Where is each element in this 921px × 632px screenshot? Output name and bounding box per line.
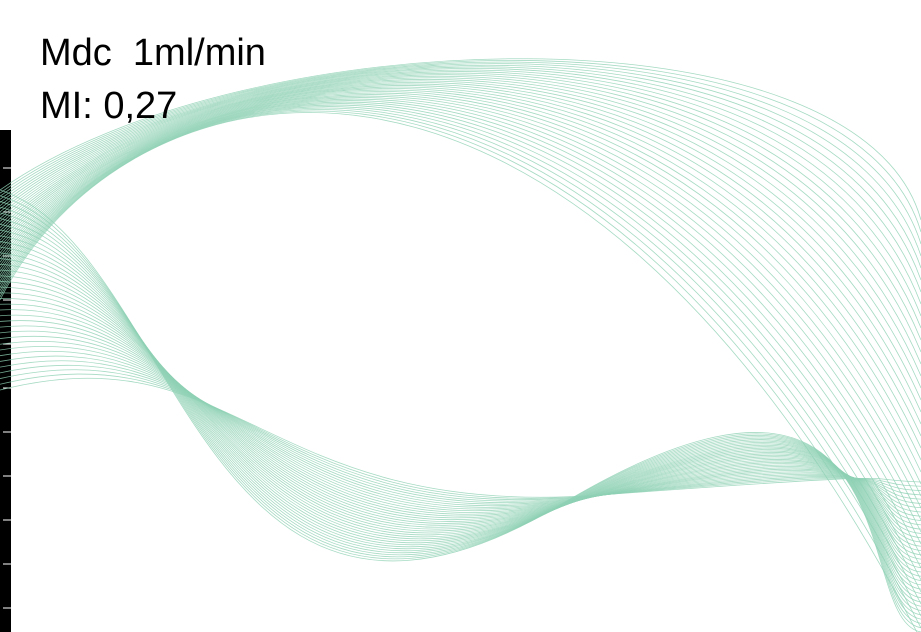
wave-line (0, 246, 921, 590)
wave-line (0, 77, 921, 365)
wave-line (0, 98, 921, 533)
wave-line (0, 341, 921, 517)
wave-line (0, 104, 921, 581)
wave-line (0, 314, 921, 539)
wave-line (0, 235, 921, 599)
wave-line (0, 373, 921, 499)
wave-line (0, 106, 921, 593)
wave-line (0, 107, 921, 605)
wave-line (0, 320, 921, 534)
wave-line (0, 58, 921, 221)
wave-line (0, 82, 921, 401)
wave-line (0, 69, 921, 305)
wave-line (0, 298, 921, 551)
wave-line (0, 91, 921, 473)
wave-line (0, 110, 921, 629)
text-line: Mdc 1ml/min (40, 32, 266, 74)
wave-line (0, 92, 921, 485)
wave-line (0, 212, 921, 616)
wave-line (0, 79, 921, 377)
left-bar (0, 130, 11, 632)
wave-line (0, 61, 921, 245)
wave-line (0, 292, 921, 556)
wave-line (0, 60, 921, 233)
wave-line (0, 201, 921, 624)
wave-line (0, 364, 921, 502)
wave-line (0, 309, 921, 543)
wave-line (0, 303, 921, 547)
wave-line (0, 325, 921, 530)
wave-line (0, 97, 921, 521)
wave-line (0, 275, 921, 569)
wave-line (0, 112, 918, 632)
wave-line (0, 330, 921, 526)
wave-line (0, 206, 921, 620)
wave-line (0, 377, 921, 498)
wave-line (0, 63, 921, 257)
wave-line (0, 100, 921, 545)
wave-line (0, 89, 921, 461)
wave-line (0, 345, 921, 513)
wave-line (0, 350, 921, 509)
wave-line (0, 360, 921, 504)
wave-line (0, 88, 921, 449)
wave-line (0, 75, 921, 353)
wave-line (0, 94, 921, 497)
wave-line (0, 74, 921, 341)
wave-line (0, 195, 921, 629)
wave-line (0, 71, 921, 317)
wave-line (0, 336, 921, 521)
wave-line (0, 68, 921, 293)
text-line: MI: 0,27 (40, 85, 178, 127)
wave-line (0, 101, 921, 557)
wave-line (0, 252, 921, 586)
wave-line (0, 286, 921, 560)
wave-line (0, 109, 921, 617)
wave-line (0, 64, 921, 269)
wave-lines (0, 58, 921, 632)
wave-line (0, 355, 921, 505)
wave-line (0, 241, 921, 594)
wave-line (0, 189, 921, 632)
wave-line (0, 66, 921, 281)
wave-line (0, 83, 921, 413)
wave-line (0, 80, 921, 389)
wave-line (0, 85, 921, 425)
wave-line (0, 95, 921, 509)
wave-line (0, 86, 921, 437)
wave-line (0, 103, 921, 569)
wave-line (0, 229, 921, 603)
wave-line (0, 369, 921, 501)
